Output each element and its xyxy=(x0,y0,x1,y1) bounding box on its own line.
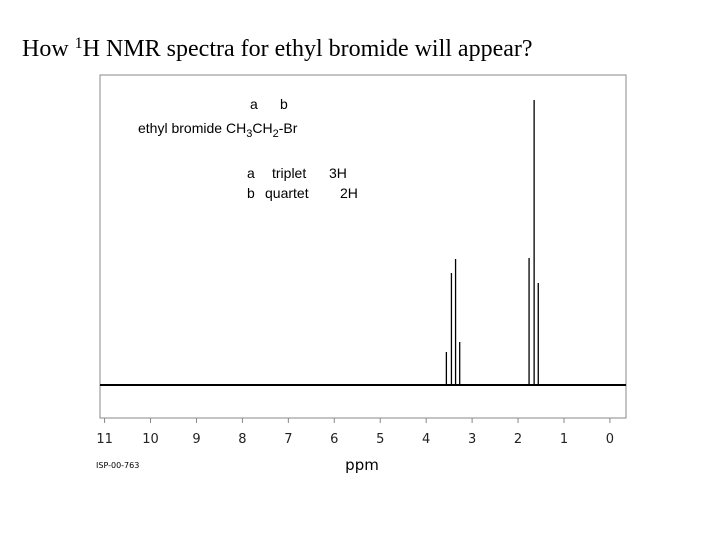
label-a: a xyxy=(250,96,258,112)
x-tick-label: 4 xyxy=(422,432,430,447)
formula-subscript: 3 xyxy=(246,128,252,140)
formula-part: CH xyxy=(226,120,246,136)
assignment-integration: 3H xyxy=(329,165,347,181)
x-tick-label: 1 xyxy=(560,432,568,447)
compound-name: ethyl bromide xyxy=(138,120,222,136)
assignments: a triplet 3H b quartet 2H xyxy=(247,165,358,201)
assignment-label: a xyxy=(247,165,255,181)
assignment-multiplicity: quartet xyxy=(265,185,309,201)
formula-part: CH xyxy=(252,120,272,136)
label-b: b xyxy=(280,96,288,112)
x-tick-label: 9 xyxy=(192,432,200,447)
x-tick-label: 8 xyxy=(238,432,246,447)
x-tick-label: 10 xyxy=(142,432,159,447)
title-superscript: 1 xyxy=(75,35,83,52)
formula-part: -Br xyxy=(279,120,298,136)
plot-frame xyxy=(99,74,627,419)
x-tick-label: 11 xyxy=(96,432,113,447)
title-text: H NMR spectra for ethyl bromide will app… xyxy=(83,36,533,62)
footnote: ISP-00-763 xyxy=(96,461,139,470)
assignment-integration: 2H xyxy=(340,185,358,201)
formula-subscript: 2 xyxy=(273,128,279,140)
slide-title: How 1H NMR spectra for ethyl bromide wil… xyxy=(22,35,533,62)
compound: ethyl bromide CH3CH2-Br xyxy=(138,120,298,140)
x-axis-label: ppm xyxy=(345,456,379,474)
assignment-label: b xyxy=(247,185,255,201)
x-tick-label: 6 xyxy=(330,432,338,447)
title-text: How xyxy=(22,36,75,62)
assignment-multiplicity: triplet xyxy=(272,165,306,181)
x-tick-label: 2 xyxy=(514,432,522,447)
x-tick-label: 7 xyxy=(284,432,292,447)
x-tick-label: 0 xyxy=(606,432,614,447)
x-tick-label: 3 xyxy=(468,432,476,447)
x-tick-label: 5 xyxy=(376,432,384,447)
